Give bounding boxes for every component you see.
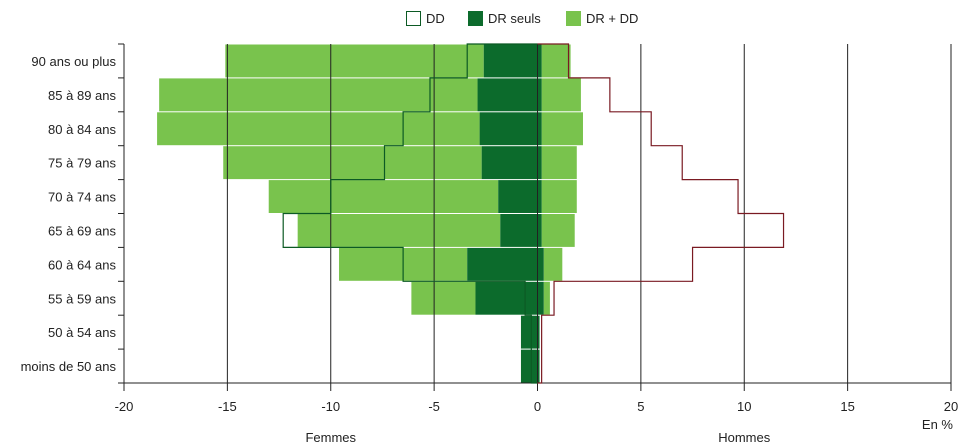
bar-dr-seuls-femmes (520, 349, 538, 383)
bar-dr-dd-femmes (157, 112, 480, 146)
bar-dr-dd-hommes (543, 281, 550, 315)
legend-label-dr_seuls: DR seuls (488, 11, 541, 26)
bar-dr-dd-hommes (543, 247, 563, 281)
category-label: 70 à 74 ans (48, 190, 116, 205)
dd-outline-group (282, 43, 785, 384)
bar-dr-seuls-hommes (537, 247, 544, 281)
bar-dr-dd-femmes (159, 78, 478, 112)
x-tick-label: -20 (115, 399, 134, 414)
x-tick-labels: -20 -15 -10 -5 0 5 10 15 20 (115, 399, 958, 414)
category-label: 60 à 64 ans (48, 257, 116, 272)
x-tick-label: 15 (840, 399, 854, 414)
bar-dr-dd-hommes (541, 146, 577, 180)
bar-dr-seuls-hommes (537, 214, 542, 247)
bar-dr-seuls-hommes (537, 349, 540, 383)
category-label: 55 à 59 ans (48, 291, 116, 306)
bar-dr-dd-femmes (297, 214, 501, 247)
bar-dr-seuls-femmes (500, 214, 538, 247)
bar-dr-seuls-femmes (483, 44, 538, 78)
bar-dr-dd-hommes (541, 44, 571, 78)
bar-dr-seuls-hommes (537, 281, 544, 315)
legend-label-dd: DD (426, 11, 445, 26)
dd-outline-hommes (537, 43, 785, 384)
bar-dr-dd-femmes (268, 180, 499, 213)
bar-dr-dd-hommes (541, 180, 577, 213)
bar-dr-dd-femmes (225, 44, 484, 78)
x-tick-label: -15 (218, 399, 237, 414)
x-axis-label-femmes: Femmes (305, 430, 356, 445)
bar-dr-dd-hommes (541, 214, 575, 247)
x-axis-label-hommes: Hommes (718, 430, 771, 445)
x-tick-label: -5 (428, 399, 440, 414)
x-tick-label: 5 (637, 399, 644, 414)
legend-swatch-dd (406, 11, 421, 26)
unit-label: En % (922, 417, 954, 432)
category-label: 65 à 69 ans (48, 223, 116, 238)
category-label: moins de 50 ans (21, 359, 117, 374)
chart-legend: DD DR seuls DR + DD (406, 11, 638, 26)
bar-dr-seuls-femmes (481, 146, 538, 180)
bar-dr-seuls-femmes (467, 247, 538, 281)
legend-label-dr_dd: DR + DD (586, 11, 638, 26)
category-label: 90 ans ou plus (31, 54, 116, 69)
bar-dr-seuls-femmes (479, 112, 538, 146)
bar-dr-seuls-hommes (537, 315, 540, 349)
bar-dr-seuls-femmes (498, 180, 538, 213)
legend-item-dr_dd: DR + DD (566, 11, 638, 26)
bar-dr-seuls-hommes (537, 180, 542, 213)
bar-dr-dd-femmes (411, 281, 476, 315)
category-label: 50 à 54 ans (48, 325, 116, 340)
bar-dr-seuls-femmes (520, 315, 538, 349)
bar-dr-seuls-femmes (477, 78, 538, 112)
bar-dr-dd-hommes (541, 112, 583, 146)
legend-swatch-dr_dd (566, 11, 581, 26)
bar-dr-seuls-hommes (537, 44, 542, 78)
legend-item-dr_seuls: DR seuls (468, 11, 541, 26)
legend-swatch-dr_seuls (468, 11, 483, 26)
x-tick-label: -10 (321, 399, 340, 414)
bar-dr-dd-femmes (223, 146, 482, 180)
category-label: 75 à 79 ans (48, 156, 116, 171)
bar-dr-seuls-femmes (475, 281, 538, 315)
category-label: 80 à 84 ans (48, 122, 116, 137)
bars-group (157, 44, 583, 383)
bar-dr-seuls-hommes (537, 78, 542, 112)
category-labels: 90 ans ou plus 85 à 89 ans 80 à 84 ans 75 à… (21, 54, 117, 374)
bar-dr-dd-hommes (541, 78, 581, 112)
x-tick-label: 0 (534, 399, 541, 414)
x-tick-label: 20 (944, 399, 958, 414)
dd-outline-femmes (282, 43, 538, 384)
x-tick-label: 10 (737, 399, 751, 414)
bar-dr-seuls-hommes (537, 112, 542, 146)
legend-item-dd: DD (406, 11, 445, 26)
category-label: 85 à 89 ans (48, 88, 116, 103)
bar-dr-seuls-hommes (537, 146, 542, 180)
